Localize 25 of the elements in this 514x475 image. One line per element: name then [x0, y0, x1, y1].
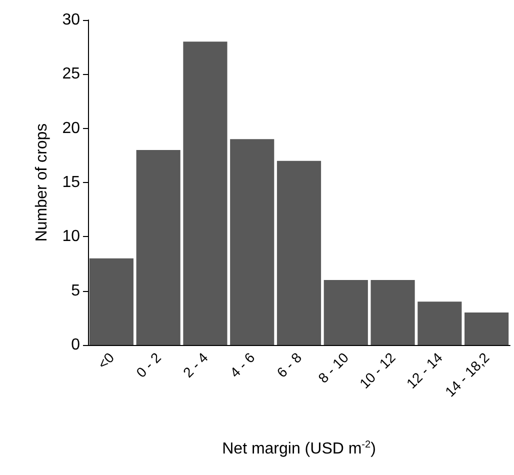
x-tick-label: 8 - 10 [314, 349, 352, 386]
bar [276, 160, 322, 345]
x-tick-label: 2 - 4 [180, 349, 212, 380]
y-tick-label: 5 [71, 282, 80, 300]
y-tick-label: 10 [62, 228, 80, 246]
bar [89, 258, 134, 345]
y-tick-label: 30 [62, 12, 80, 28]
bar [136, 150, 180, 345]
y-tick-label: 0 [71, 336, 80, 354]
y-tick-label: 15 [62, 174, 80, 191]
x-tick-label: 12 - 14 [403, 349, 446, 392]
y-tick-label: 20 [62, 120, 80, 137]
y-axis-title: Number of crops [34, 123, 50, 242]
x-tick-label: <0 [94, 349, 118, 372]
bar [464, 312, 509, 345]
bar [183, 42, 228, 345]
bar [324, 280, 368, 345]
x-tick-label: 0 - 2 [132, 349, 164, 380]
bar [370, 280, 415, 345]
x-tick-label: 6 - 8 [274, 349, 305, 380]
y-tick-label: 25 [62, 66, 80, 83]
bar [230, 139, 274, 345]
x-tick-label: 10 - 12 [356, 349, 399, 392]
bar [418, 302, 462, 345]
x-tick-label: 4 - 6 [226, 349, 258, 380]
